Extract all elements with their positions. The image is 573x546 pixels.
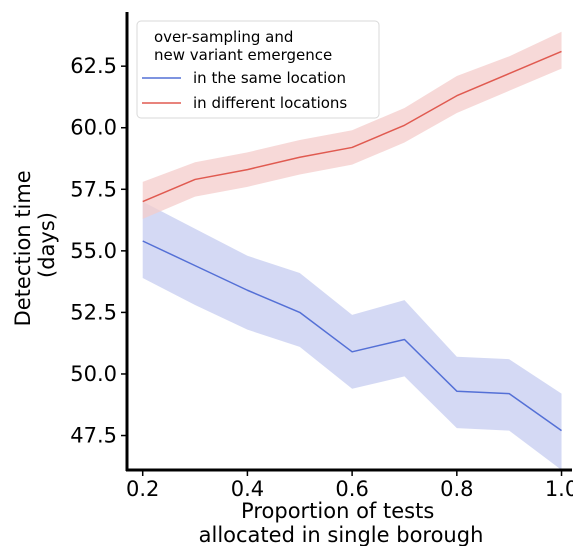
x-tick-label: 0.6 — [335, 477, 368, 501]
x-axis-label: Proportion of tests allocated in single … — [199, 499, 484, 546]
x-axis-label-line-2: allocated in single borough — [199, 523, 484, 546]
confidence-bands — [142, 31, 562, 470]
x-tick-label: 0.2 — [126, 477, 159, 501]
x-tick-label: 0.4 — [231, 477, 264, 501]
legend-frame — [136, 20, 380, 119]
y-axis-label-line-1: Detection time — [11, 170, 35, 326]
y-tick-label: 57.5 — [70, 177, 117, 201]
legend: over-sampling and new variant emergence … — [136, 20, 380, 119]
series-line-in-the-same-location — [142, 240, 562, 432]
x-axis-label-line-1: Proportion of tests — [241, 499, 434, 523]
legend-label-different-locations: in different locations — [193, 94, 347, 112]
x-ticks: 0.2 0.4 0.6 0.8 1.0 — [126, 470, 573, 501]
y-tick-label: 62.5 — [70, 54, 117, 78]
y-ticks: 47.5 50.0 52.5 55.0 57.5 60.0 62.5 — [70, 54, 127, 448]
x-tick-label: 1.0 — [545, 477, 573, 501]
y-tick-label: 47.5 — [70, 424, 117, 448]
y-tick-label: 52.5 — [70, 300, 117, 324]
axes — [125, 12, 572, 472]
y-tick-label: 55.0 — [70, 239, 117, 263]
band-in-different-locations — [142, 31, 562, 219]
legend-title-line-2: new variant emergence — [154, 46, 332, 64]
y-axis-label: Detection time (days) — [11, 164, 59, 327]
band-in-the-same-location — [142, 201, 562, 470]
y-axis-label-line-2: (days) — [35, 212, 59, 278]
legend-label-same-location: in the same location — [193, 69, 346, 87]
series-line-in-different-locations — [142, 50, 562, 203]
legend-title-line-1: over-sampling and — [154, 28, 293, 46]
y-tick-label: 50.0 — [70, 362, 117, 386]
x-tick-label: 0.8 — [440, 477, 473, 501]
series-lines — [142, 50, 562, 432]
y-tick-label: 60.0 — [70, 116, 117, 140]
